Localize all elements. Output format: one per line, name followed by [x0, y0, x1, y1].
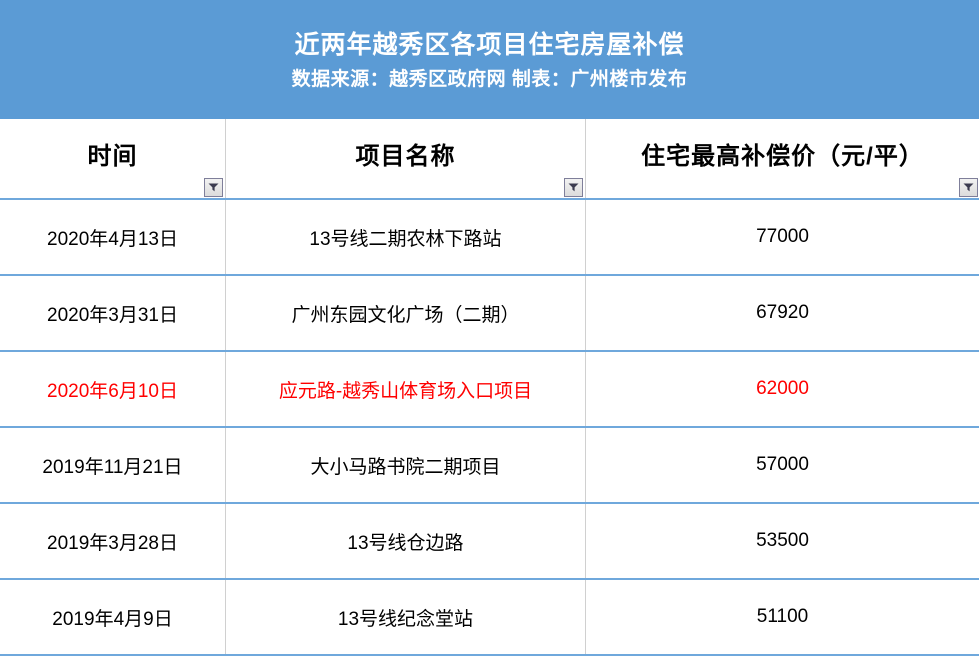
cell-date: 2019年3月28日 — [0, 504, 226, 578]
table-header-row: 时间 项目名称 住宅最高补偿价（元/平） — [0, 119, 979, 200]
table-row: 2019年3月28日 13号线仓边路 53500 — [0, 504, 979, 580]
compensation-table: 时间 项目名称 住宅最高补偿价（元/平） — [0, 119, 979, 659]
cell-date: 2020年3月31日 — [0, 276, 226, 350]
filter-funnel-icon-time[interactable] — [204, 178, 223, 197]
column-header-price-label: 住宅最高补偿价（元/平） — [641, 143, 924, 170]
filter-funnel-icon — [568, 183, 579, 192]
column-header-project-label: 项目名称 — [355, 143, 456, 170]
banner-header: 近两年越秀区各项目住宅房屋补偿 数据来源：越秀区政府网 制表：广州楼市发布 — [0, 0, 979, 119]
page-title: 近两年越秀区各项目住宅房屋补偿 — [294, 31, 685, 59]
column-header-price: 住宅最高补偿价（元/平） — [586, 119, 979, 198]
cell-project: 广州东园文化广场（二期） — [226, 276, 586, 350]
table-row: 2019年4月9日 13号线纪念堂站 51100 — [0, 580, 979, 656]
cell-date: 2019年4月9日 — [0, 580, 226, 654]
column-header-project: 项目名称 — [226, 119, 586, 198]
filter-funnel-icon — [963, 183, 974, 192]
cell-project: 大小马路书院二期项目 — [226, 428, 586, 502]
table-row: 2020年4月13日 13号线二期农林下路站 77000 — [0, 200, 979, 276]
cell-project: 13号线仓边路 — [226, 504, 586, 578]
table-row: 2020年6月10日 应元路-越秀山体育场入口项目 62000 — [0, 352, 979, 428]
column-header-time: 时间 — [0, 119, 226, 198]
filter-funnel-icon — [208, 183, 219, 192]
cell-price: 62000 — [756, 378, 809, 399]
cell-price: 53500 — [756, 530, 809, 551]
table-row: 2020年3月31日 广州东园文化广场（二期） 67920 — [0, 276, 979, 352]
cell-date: 2020年4月13日 — [0, 200, 226, 274]
table-row: 2019年11月21日 大小马路书院二期项目 57000 — [0, 428, 979, 504]
page-subtitle: 数据来源：越秀区政府网 制表：广州楼市发布 — [291, 69, 688, 90]
table-body: 2020年4月13日 13号线二期农林下路站 77000 2020年3月31日 广州东园… — [0, 200, 979, 656]
cell-price: 67920 — [756, 302, 809, 323]
cell-price: 57000 — [756, 454, 809, 475]
filter-funnel-icon-project[interactable] — [564, 178, 583, 197]
cell-price: 77000 — [756, 226, 809, 247]
cell-date: 2019年11月21日 — [0, 428, 226, 502]
cell-project: 13号线纪念堂站 — [226, 580, 586, 654]
cell-price: 51100 — [756, 606, 809, 627]
cell-project: 应元路-越秀山体育场入口项目 — [226, 352, 586, 426]
column-header-time-label: 时间 — [87, 143, 138, 170]
filter-funnel-icon-price[interactable] — [959, 178, 978, 197]
cell-date: 2020年6月10日 — [0, 352, 226, 426]
cell-project: 13号线二期农林下路站 — [226, 200, 586, 274]
